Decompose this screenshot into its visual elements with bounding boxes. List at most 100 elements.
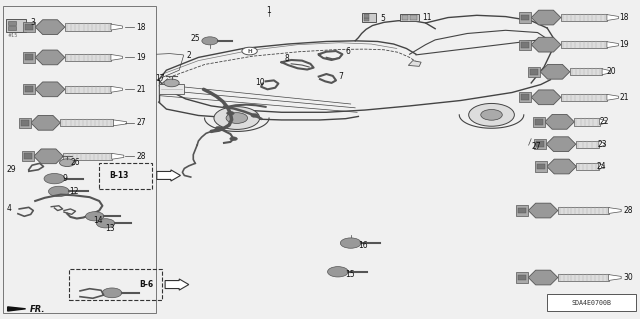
Circle shape	[227, 111, 234, 115]
Circle shape	[44, 174, 65, 184]
Text: 5: 5	[381, 14, 386, 23]
Bar	[518, 275, 527, 280]
Bar	[63, 152, 112, 160]
Text: 20: 20	[607, 67, 616, 76]
Circle shape	[242, 47, 257, 55]
Polygon shape	[531, 10, 561, 25]
Bar	[25, 55, 33, 60]
Bar	[521, 42, 529, 48]
Circle shape	[251, 114, 259, 117]
Text: 4: 4	[6, 204, 12, 213]
Polygon shape	[34, 149, 63, 164]
Polygon shape	[607, 94, 618, 100]
Text: 30: 30	[624, 273, 634, 282]
Bar	[574, 118, 600, 126]
Circle shape	[226, 113, 248, 123]
Polygon shape	[112, 153, 124, 159]
Polygon shape	[599, 141, 605, 147]
Text: 26: 26	[70, 158, 80, 167]
Text: 18: 18	[136, 23, 146, 32]
FancyArrow shape	[157, 170, 180, 181]
Polygon shape	[545, 115, 574, 129]
Bar	[520, 12, 531, 23]
Polygon shape	[35, 50, 65, 65]
Circle shape	[214, 107, 260, 130]
Polygon shape	[609, 208, 621, 213]
Bar	[570, 68, 602, 76]
Bar	[362, 13, 376, 22]
Circle shape	[164, 79, 179, 87]
Polygon shape	[8, 307, 26, 311]
Bar	[3, 6, 156, 313]
Text: 6: 6	[346, 47, 351, 56]
Polygon shape	[598, 164, 604, 169]
Bar	[24, 153, 32, 159]
Bar	[521, 94, 529, 100]
Bar	[159, 84, 184, 94]
Bar	[25, 24, 33, 30]
Text: B-13: B-13	[109, 171, 129, 180]
Text: 9: 9	[63, 174, 68, 183]
Text: 19: 19	[136, 53, 146, 62]
Bar	[534, 139, 547, 149]
Bar	[558, 274, 609, 281]
Circle shape	[49, 186, 69, 197]
Text: 16: 16	[358, 241, 368, 250]
Bar	[534, 119, 543, 125]
Bar	[558, 207, 609, 214]
Bar	[577, 163, 598, 170]
Circle shape	[215, 126, 223, 130]
Bar	[533, 117, 545, 127]
Text: 22: 22	[600, 117, 609, 126]
Circle shape	[102, 288, 122, 298]
Text: 1: 1	[266, 6, 271, 15]
Bar	[576, 140, 599, 148]
Bar	[520, 92, 531, 102]
Bar	[537, 164, 545, 169]
Text: 12: 12	[69, 187, 79, 196]
Text: 13: 13	[106, 224, 115, 233]
Circle shape	[328, 267, 348, 277]
Bar	[99, 163, 152, 189]
Polygon shape	[531, 37, 561, 52]
Circle shape	[481, 109, 502, 120]
Bar	[516, 272, 528, 283]
Bar	[402, 15, 408, 20]
Text: 11: 11	[422, 13, 432, 22]
Bar	[410, 15, 417, 20]
FancyArrow shape	[165, 279, 189, 290]
Bar	[65, 54, 111, 61]
Bar	[561, 14, 607, 21]
Text: 21: 21	[620, 93, 629, 102]
Polygon shape	[540, 64, 570, 79]
Bar	[24, 22, 35, 32]
Text: SDA4E0700B: SDA4E0700B	[572, 300, 611, 306]
Polygon shape	[607, 42, 618, 48]
Circle shape	[86, 212, 104, 221]
Bar	[6, 19, 26, 32]
Text: 23: 23	[598, 140, 607, 149]
Bar	[60, 119, 113, 127]
Circle shape	[468, 103, 515, 126]
Circle shape	[202, 37, 218, 45]
Text: 2: 2	[186, 51, 191, 60]
Bar	[536, 141, 545, 147]
Text: 21: 21	[136, 85, 146, 94]
Bar	[530, 69, 538, 75]
Text: 27: 27	[531, 142, 541, 151]
Polygon shape	[113, 120, 127, 126]
Bar	[518, 208, 527, 213]
Polygon shape	[602, 69, 610, 75]
Circle shape	[60, 159, 75, 167]
Polygon shape	[609, 275, 621, 280]
Text: 10: 10	[255, 78, 264, 87]
Bar	[364, 18, 369, 21]
Bar	[25, 86, 33, 92]
Bar	[20, 120, 29, 126]
Bar	[69, 269, 162, 300]
Circle shape	[97, 219, 115, 228]
Text: 25: 25	[190, 34, 200, 43]
Polygon shape	[111, 24, 122, 30]
Polygon shape	[607, 15, 618, 20]
Bar	[8, 26, 16, 30]
